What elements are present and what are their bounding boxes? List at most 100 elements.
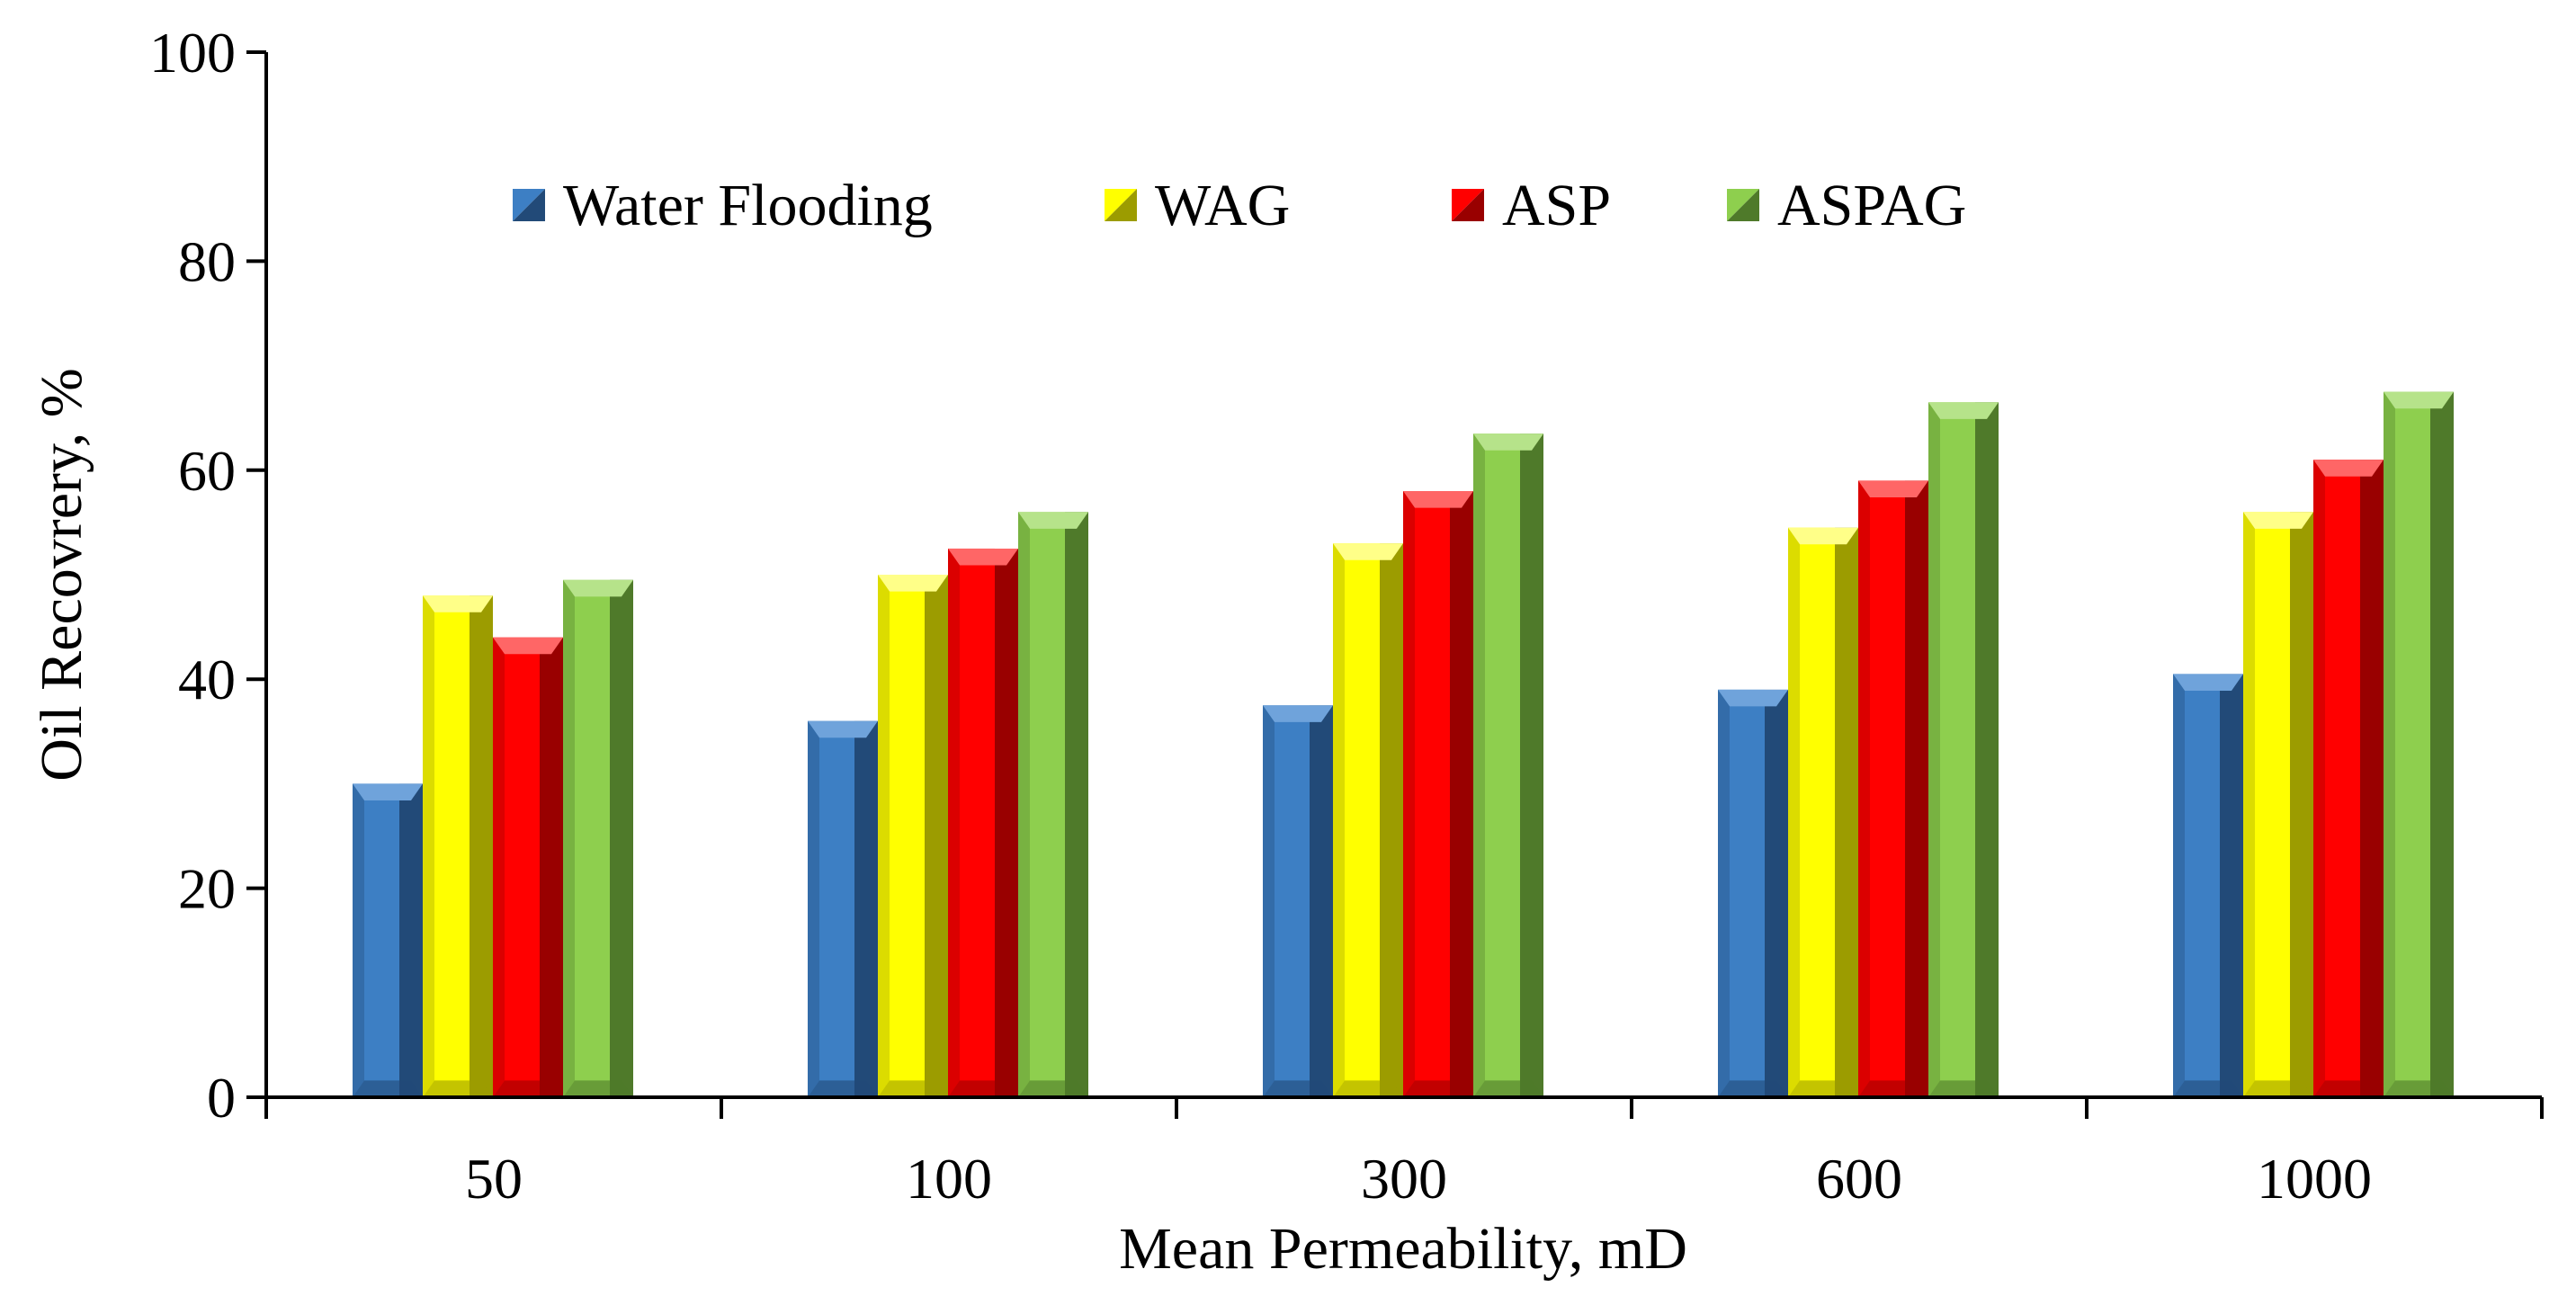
x-tick-label: 600 <box>1816 1147 1902 1211</box>
bar-top-face <box>2313 460 2384 477</box>
bar-left-bevel <box>1788 527 1800 1097</box>
y-tick-label: 20 <box>178 857 236 921</box>
bar-front-face <box>563 579 610 1097</box>
bar-bottom-bevel <box>353 1080 423 1097</box>
bar-side-face <box>925 575 948 1097</box>
bar-bottom-bevel <box>1403 1080 1473 1097</box>
legend-label: ASPAG <box>1777 173 1966 238</box>
legend-item-wag: WAG <box>1105 173 1290 238</box>
bar-top-face <box>878 575 948 592</box>
bar-front-face <box>1788 527 1835 1097</box>
bar-top-face <box>1928 402 1999 419</box>
bar-side-face <box>1065 512 1088 1097</box>
legend-swatch-shade <box>1727 189 1759 221</box>
bar-wag-50 <box>423 595 493 1097</box>
bar-left-bevel <box>1333 543 1345 1097</box>
legend-label: Water Flooding <box>563 173 933 238</box>
axes-layer <box>264 52 2542 1099</box>
bar-left-bevel <box>2173 674 2185 1097</box>
x-axis-label: Mean Permeability, mD <box>1119 1216 1687 1282</box>
bar-wag-100 <box>878 575 948 1097</box>
bar-side-face <box>1905 480 1928 1097</box>
bar-front-face <box>2313 460 2360 1097</box>
bar-left-bevel <box>1473 434 1485 1097</box>
bar-side-face <box>399 783 423 1097</box>
bar-bottom-bevel <box>2313 1080 2384 1097</box>
y-tick-label: 40 <box>178 648 236 711</box>
x-tick-label: 300 <box>1361 1147 1447 1211</box>
bar-aspag-100 <box>1018 512 1088 1097</box>
bar-side-face <box>1520 434 1543 1097</box>
bar-bottom-bevel <box>2173 1080 2243 1097</box>
bar-front-face <box>808 720 854 1097</box>
x-tick-label: 50 <box>465 1147 523 1211</box>
bar-top-face <box>1018 512 1088 529</box>
bar-water-flooding-50 <box>353 783 423 1097</box>
bar-top-face <box>1858 480 1928 497</box>
bar-water-flooding-100 <box>808 720 878 1097</box>
bar-left-bevel <box>1263 705 1275 1097</box>
bar-top-face <box>493 637 563 655</box>
bar-side-face <box>2430 391 2454 1097</box>
bar-front-face <box>1928 402 1975 1097</box>
bar-side-face <box>470 595 493 1097</box>
bar-top-face <box>808 720 878 738</box>
bar-front-face <box>493 637 540 1097</box>
bar-front-face <box>948 548 995 1097</box>
y-axis-label: Oil Recovrery, % <box>29 368 94 781</box>
bar-top-face <box>948 548 1018 566</box>
y-tick-label: 0 <box>207 1066 236 1130</box>
bar-bottom-bevel <box>1858 1080 1928 1097</box>
bar-top-face <box>1473 434 1543 451</box>
legend-label: ASP <box>1502 173 1611 238</box>
bar-bottom-bevel <box>1263 1080 1333 1097</box>
bar-front-face <box>1858 480 1905 1097</box>
bar-top-face <box>423 595 493 612</box>
bar-wag-300 <box>1333 543 1403 1097</box>
bar-top-face <box>1403 491 1473 508</box>
bar-side-face <box>2220 674 2243 1097</box>
bar-side-face <box>1450 491 1473 1097</box>
bar-asp-100 <box>948 548 1018 1097</box>
bar-asp-300 <box>1403 491 1473 1097</box>
bar-bottom-bevel <box>423 1080 493 1097</box>
bar-aspag-600 <box>1928 402 1999 1097</box>
bar-front-face <box>2243 512 2290 1097</box>
bar-left-bevel <box>2313 460 2325 1097</box>
bar-bottom-bevel <box>563 1080 633 1097</box>
bar-bottom-bevel <box>1928 1080 1999 1097</box>
legend: Water Flooding WAG ASP ASPAG <box>513 173 1966 238</box>
bar-left-bevel <box>423 595 434 1097</box>
bar-left-bevel <box>878 575 890 1097</box>
bar-water-flooding-300 <box>1263 705 1333 1097</box>
bar-front-face <box>1473 434 1520 1097</box>
bar-bottom-bevel <box>878 1080 948 1097</box>
bar-bottom-bevel <box>808 1080 878 1097</box>
bar-top-face <box>1263 705 1333 722</box>
bar-water-flooding-600 <box>1718 689 1788 1097</box>
bars-layer <box>353 391 2454 1097</box>
bar-bottom-bevel <box>948 1080 1018 1097</box>
bar-side-face <box>540 637 563 1097</box>
bar-asp-1000 <box>2313 460 2384 1097</box>
bar-side-face <box>2290 512 2313 1097</box>
legend-item-aspag: ASPAG <box>1727 173 1966 238</box>
bar-top-face <box>563 579 633 597</box>
bar-front-face <box>1018 512 1065 1097</box>
y-tick-label: 80 <box>178 229 236 293</box>
bar-left-bevel <box>563 579 575 1097</box>
bar-side-face <box>2360 460 2384 1097</box>
bar-left-bevel <box>948 548 960 1097</box>
bar-bottom-bevel <box>1473 1080 1543 1097</box>
legend-label: WAG <box>1155 173 1290 238</box>
bar-top-face <box>1718 689 1788 707</box>
bar-aspag-1000 <box>2384 391 2454 1097</box>
bar-asp-50 <box>493 637 563 1097</box>
bar-top-face <box>2384 391 2454 409</box>
bar-left-bevel <box>1928 402 1940 1097</box>
bar-front-face <box>1403 491 1450 1097</box>
bar-left-bevel <box>1018 512 1030 1097</box>
bar-bottom-bevel <box>493 1080 563 1097</box>
